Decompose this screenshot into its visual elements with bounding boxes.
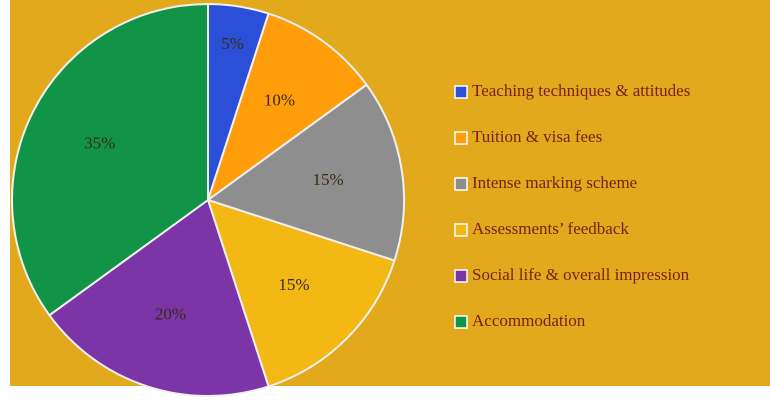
legend-swatch bbox=[454, 177, 468, 191]
legend-label: Intense marking scheme bbox=[472, 173, 637, 192]
legend-swatch bbox=[454, 131, 468, 145]
data-label: 15% bbox=[278, 275, 309, 294]
data-label: 15% bbox=[312, 170, 343, 189]
legend-swatch bbox=[454, 269, 468, 283]
pie-slice bbox=[11, 2, 209, 317]
pie-slice bbox=[206, 198, 396, 388]
legend-label: Teaching techniques & attitudes bbox=[472, 81, 690, 100]
legend-label: Assessments’ feedback bbox=[472, 219, 629, 238]
data-label: 10% bbox=[264, 91, 295, 110]
data-label: 5% bbox=[221, 34, 244, 53]
legend-swatch bbox=[454, 315, 468, 329]
data-label: 35% bbox=[84, 134, 115, 153]
legend-swatch bbox=[454, 223, 468, 237]
legend-label: Accommodation bbox=[472, 311, 586, 330]
pie-slice bbox=[205, 83, 405, 262]
legend-swatch bbox=[454, 85, 468, 99]
pie-slice bbox=[206, 12, 368, 203]
legend-label: Tuition & visa fees bbox=[472, 127, 602, 146]
legend-label: Social life & overall impression bbox=[472, 265, 690, 284]
data-label: 20% bbox=[155, 304, 186, 323]
pie-slice bbox=[48, 198, 270, 397]
